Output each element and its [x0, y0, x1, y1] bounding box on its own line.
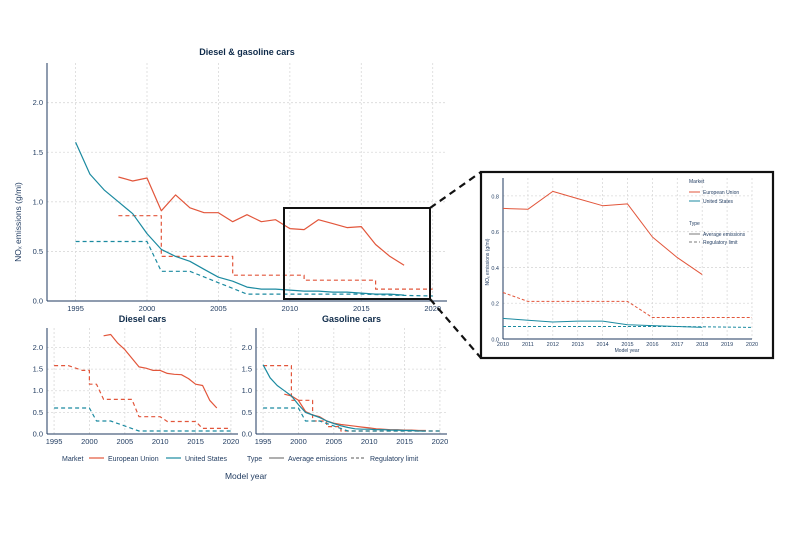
x-tick-label: 1995: [46, 437, 63, 446]
x-tick-label: 1995: [67, 304, 84, 313]
inset-legend-limit-label: Regulatory limit: [703, 240, 738, 246]
x-tick-label: 2000: [81, 437, 98, 446]
y-tick-label: 0.0: [242, 430, 252, 439]
y-tick-label: 0.2: [491, 302, 499, 308]
y-tick-label: 2.0: [33, 98, 43, 107]
x-tick-label: 2018: [696, 342, 708, 348]
legend-us-label: United States: [185, 456, 228, 463]
legend-market-title: Market: [62, 456, 83, 463]
y-tick-label: 2.0: [242, 343, 252, 352]
legend-limit-label: Regulatory limit: [370, 456, 418, 463]
x-tick-label: 1995: [255, 437, 272, 446]
x-tick-label: 2000: [290, 437, 307, 446]
eu-limit-series: [54, 365, 231, 429]
x-tick-label: 2015: [353, 304, 370, 313]
y-tick-label: 0.5: [33, 408, 43, 417]
y-tick-label: 1.0: [242, 386, 252, 395]
y-tick-label: 0.5: [242, 408, 252, 417]
inset-legend-market-title: Market: [689, 179, 705, 185]
y-axis-label: NOₓ emissions (g/mi): [13, 182, 23, 262]
x-tick-label: 2017: [671, 342, 683, 348]
inset-y-axis-label: NOₓ emissions (g/mi): [485, 238, 491, 285]
eu-limit-series: [118, 215, 433, 290]
legend-type-title: Type: [247, 456, 262, 463]
x-tick-label: 2012: [547, 342, 559, 348]
chart-title: Diesel & gasoline cars: [199, 47, 295, 57]
inset-legend: Market European Union United States Type…: [689, 179, 746, 246]
zoom-connector-top: [429, 171, 482, 209]
x-tick-label: 2020: [432, 437, 449, 446]
y-tick-label: 0.6: [491, 230, 499, 236]
inset-x-axis-label: Model year: [615, 348, 640, 354]
y-tick-label: 1.5: [242, 365, 252, 374]
legend-eu-label: European Union: [108, 456, 159, 463]
x-tick-label: 2015: [187, 437, 204, 446]
x-tick-label: 2010: [282, 304, 299, 313]
us-average-series: [75, 142, 405, 296]
y-tick-label: 2.0: [33, 343, 43, 352]
zoom-box: [283, 207, 431, 300]
inset-chart: 2010 2011 2012 2013 2014 2015 2016 2017 2018 2019…: [491, 178, 758, 348]
inset-legend-eu-label: European Union: [703, 190, 739, 196]
x-tick-label: 2005: [210, 304, 227, 313]
y-tick-label: 0.5: [33, 247, 43, 256]
bottom-legend: Market European Union United States Type…: [62, 456, 418, 463]
eu-average-series: [118, 176, 405, 266]
eu-average-series: [502, 190, 703, 276]
x-tick-label: 2011: [522, 342, 534, 348]
x-tick-label: 2010: [152, 437, 169, 446]
y-tick-label: 0.0: [33, 430, 43, 439]
x-tick-label: 2015: [621, 342, 633, 348]
us-average-series: [502, 317, 703, 328]
x-tick-label: 2020: [746, 342, 758, 348]
diesel-chart: 1995 2000 2005 2010 2015 2020 0.0 0.5 1.0 1.5 2.0 D…: [33, 314, 240, 446]
us-limit-series: [75, 240, 433, 297]
y-tick-label: 0.4: [491, 266, 499, 272]
main-chart: 1995 2000 2005 2010 2015 2020 0.0 0.5 1.0 1.5 2.0 D…: [33, 47, 447, 313]
x-tick-label: 2010: [361, 437, 378, 446]
chart-title: Gasoline cars: [322, 314, 381, 324]
x-tick-label: 2019: [721, 342, 733, 348]
inset-legend-us-label: United States: [703, 199, 734, 205]
us-limit-series: [54, 407, 231, 432]
x-tick-label: 2020: [223, 437, 240, 446]
y-tick-label: 1.5: [33, 365, 43, 374]
eu-average-series: [103, 333, 218, 409]
y-tick-label: 1.5: [33, 148, 43, 157]
y-tick-label: 1.0: [33, 197, 43, 206]
gasoline-chart: 1995 2000 2005 2010 2015 2020 0.0 0.5 1.0 1.5 2.0 G…: [242, 314, 449, 446]
legend-avg-label: Average emissions: [288, 456, 348, 463]
x-tick-label: 2010: [497, 342, 509, 348]
x-tick-label: 2014: [596, 342, 608, 348]
x-tick-label: 2005: [116, 437, 133, 446]
eu-limit-series: [263, 365, 440, 432]
x-axis-label: Model year: [225, 471, 267, 481]
x-tick-label: 2000: [139, 304, 156, 313]
x-tick-label: 2013: [572, 342, 584, 348]
y-tick-label: 0.8: [491, 194, 499, 200]
y-tick-label: 1.0: [33, 386, 43, 395]
inset-legend-type-title: Type: [689, 221, 700, 227]
zoom-connector-bottom: [429, 298, 482, 359]
x-tick-label: 2015: [396, 437, 413, 446]
x-tick-label: 2016: [646, 342, 658, 348]
eu-limit-series: [502, 292, 752, 318]
y-tick-label: 0.0: [491, 338, 499, 344]
y-tick-label: 0.0: [33, 297, 43, 306]
x-tick-label: 2020: [424, 304, 441, 313]
x-tick-label: 2005: [325, 437, 342, 446]
us-average-series: [262, 364, 426, 432]
inset-legend-avg-label: Average emissions: [703, 232, 746, 238]
chart-title: Diesel cars: [119, 314, 167, 324]
us-limit-series: [263, 407, 440, 432]
